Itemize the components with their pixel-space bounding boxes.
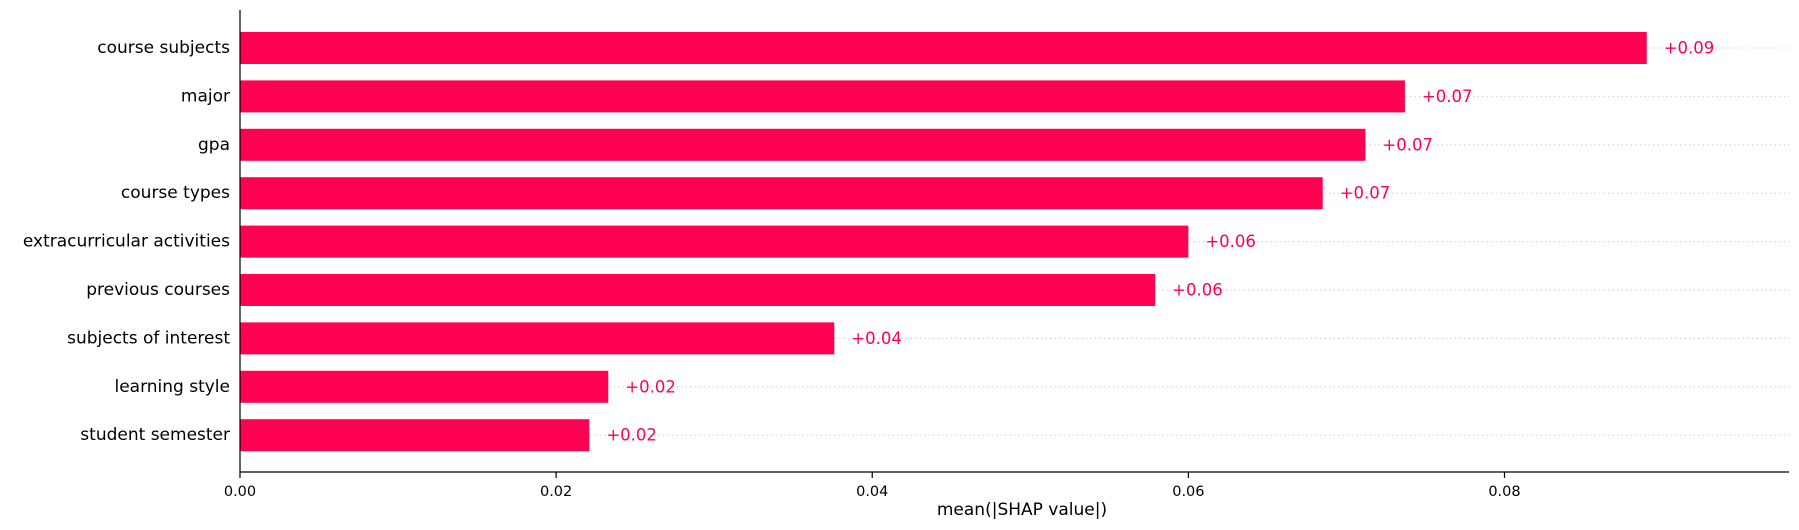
category-label: subjects of interest xyxy=(67,328,230,348)
x-ticks: 0.00 0.02 0.04 0.06 0.08 xyxy=(224,472,1521,500)
bar xyxy=(240,419,590,452)
x-tick-label: 0.06 xyxy=(1172,484,1204,500)
category-label: gpa xyxy=(198,135,230,155)
value-labels: +0.09 +0.07 +0.07 +0.07 +0.06 +0.06 +0.04 +0.02… xyxy=(606,39,1714,445)
value-label: +0.06 xyxy=(1172,281,1223,300)
value-label: +0.04 xyxy=(851,329,902,348)
bar xyxy=(240,177,1323,210)
category-labels: course subjects major gpa course types extra… xyxy=(23,38,230,445)
value-label: +0.07 xyxy=(1422,87,1473,106)
value-label: +0.02 xyxy=(606,426,657,445)
bar xyxy=(240,322,835,355)
bars-group xyxy=(240,32,1647,452)
bar xyxy=(240,32,1647,64)
x-tick-label: 0.02 xyxy=(540,484,572,500)
bar xyxy=(240,225,1189,258)
category-label: major xyxy=(181,86,230,106)
value-label: +0.09 xyxy=(1664,39,1715,58)
x-tick-label: 0.08 xyxy=(1488,484,1520,500)
category-label: learning style xyxy=(114,377,230,397)
category-label: course types xyxy=(121,183,230,203)
value-label: +0.07 xyxy=(1382,135,1433,154)
value-label: +0.06 xyxy=(1205,232,1256,251)
x-tick-label: 0.04 xyxy=(856,484,888,500)
category-label: extracurricular activities xyxy=(23,232,230,252)
x-axis-title: mean(|SHAP value|) xyxy=(937,500,1107,520)
bar xyxy=(240,80,1405,113)
bar xyxy=(240,274,1156,306)
category-label: student semester xyxy=(80,425,230,445)
bar xyxy=(240,128,1366,161)
x-tick-label: 0.00 xyxy=(224,484,256,500)
bar xyxy=(240,370,609,403)
value-label: +0.07 xyxy=(1340,184,1391,203)
value-label: +0.02 xyxy=(625,377,676,396)
category-label: course subjects xyxy=(97,38,230,58)
category-label: previous courses xyxy=(86,280,230,300)
